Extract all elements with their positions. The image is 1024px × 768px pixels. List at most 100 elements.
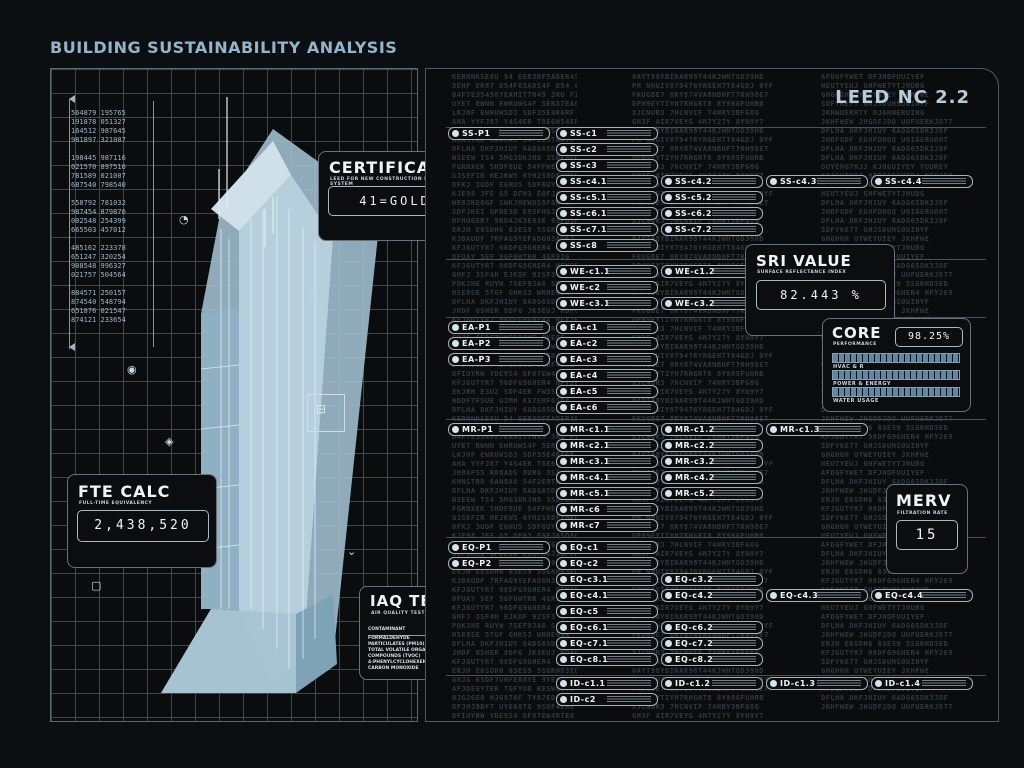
credit-pill[interactable]: EA-c3 bbox=[556, 353, 658, 366]
credit-pill[interactable]: EA-c5 bbox=[556, 385, 658, 398]
credit-pill[interactable]: SS-P1 bbox=[448, 127, 550, 140]
credit-pill[interactable]: EQ-c3.2 bbox=[661, 573, 763, 586]
credit-pill[interactable]: SS-c5.1 bbox=[556, 191, 658, 204]
credit-description-lines bbox=[712, 194, 756, 201]
credit-pill[interactable]: EQ-c2 bbox=[556, 557, 658, 570]
credit-description-lines bbox=[607, 490, 651, 497]
core-subtitle: PERFORMANCE bbox=[833, 342, 877, 347]
status-dot-icon bbox=[452, 544, 459, 551]
credit-pill[interactable]: EQ-c7.1 bbox=[556, 637, 658, 650]
credit-code: EA-c1 bbox=[570, 323, 598, 332]
credit-pill[interactable]: EQ-c8.2 bbox=[661, 653, 763, 666]
credit-pill[interactable]: EA-P3 bbox=[448, 353, 550, 366]
credit-pill[interactable]: MR-c5.2 bbox=[661, 487, 763, 500]
credit-pill[interactable]: EQ-c6.1 bbox=[556, 621, 658, 634]
chevron-down-icon: ⌄ bbox=[347, 545, 357, 558]
credit-pill[interactable]: EQ-c8.1 bbox=[556, 653, 658, 666]
credit-pill[interactable]: SS-c2 bbox=[556, 143, 658, 156]
credit-pill[interactable]: MR-c6 bbox=[556, 503, 658, 516]
credit-pill[interactable]: EQ-c3.1 bbox=[556, 573, 658, 586]
credit-pill[interactable]: EQ-c4.2 bbox=[661, 589, 763, 602]
credit-pill[interactable]: SS-c6.2 bbox=[661, 207, 763, 220]
credit-pill[interactable]: ID-c1.1 bbox=[556, 677, 658, 690]
credit-pill[interactable]: SS-c4.2 bbox=[661, 175, 763, 188]
credit-pill[interactable]: MR-P1 bbox=[448, 423, 550, 436]
credit-pill[interactable]: SS-c5.2 bbox=[661, 191, 763, 204]
credit-pill[interactable]: EQ-c1 bbox=[556, 541, 658, 554]
credit-pill[interactable]: MR-c3.1 bbox=[556, 455, 658, 468]
status-dot-icon bbox=[560, 268, 567, 275]
credit-pill[interactable]: WE-c3.1 bbox=[556, 297, 658, 310]
status-dot-icon bbox=[560, 522, 567, 529]
credit-code: EA-P1 bbox=[462, 323, 491, 332]
credit-pill[interactable]: EQ-c6.2 bbox=[661, 621, 763, 634]
credit-pill[interactable]: ID-c2 bbox=[556, 693, 658, 706]
credit-description-lines bbox=[499, 324, 543, 331]
sri-value: 82.443 % bbox=[756, 280, 886, 310]
credit-pill[interactable]: ID-c1.2 bbox=[661, 677, 763, 690]
credit-description-lines bbox=[607, 162, 651, 169]
credit-code: SS-P1 bbox=[462, 129, 491, 138]
credit-pill[interactable]: WE-c1.1 bbox=[556, 265, 658, 278]
credit-pill[interactable]: EA-P1 bbox=[448, 321, 550, 334]
credit-description-lines bbox=[712, 640, 756, 647]
credit-pill[interactable]: MR-c2.1 bbox=[556, 439, 658, 452]
divider bbox=[446, 419, 986, 420]
credit-pill[interactable]: EA-c2 bbox=[556, 337, 658, 350]
credit-pill[interactable]: SS-c4.1 bbox=[556, 175, 658, 188]
credit-pill[interactable]: EA-c1 bbox=[556, 321, 658, 334]
credit-pill[interactable]: EQ-c4.1 bbox=[556, 589, 658, 602]
credit-description-lines bbox=[607, 210, 651, 217]
credit-pill[interactable]: SS-c7.2 bbox=[661, 223, 763, 236]
credit-pill[interactable]: EA-P2 bbox=[448, 337, 550, 350]
credit-pill[interactable]: MR-c1.3 bbox=[766, 423, 868, 436]
merv-title: MERV bbox=[896, 491, 952, 510]
credit-pill[interactable]: EA-c6 bbox=[556, 401, 658, 414]
credit-code: MR-c1.1 bbox=[570, 425, 610, 434]
credit-pill[interactable]: MR-c5.1 bbox=[556, 487, 658, 500]
credit-pill[interactable]: SS-c4.4 bbox=[871, 175, 973, 188]
credit-pill[interactable]: SS-c8 bbox=[556, 239, 658, 252]
divider bbox=[446, 259, 986, 260]
credit-pill[interactable]: EQ-P1 bbox=[448, 541, 550, 554]
credit-pill[interactable]: SS-c1 bbox=[556, 127, 658, 140]
credit-pill[interactable]: SS-c7.1 bbox=[556, 223, 658, 236]
credit-description-lines bbox=[712, 268, 756, 275]
credit-pill[interactable]: MR-c3.2 bbox=[661, 455, 763, 468]
credit-pill[interactable]: MR-c4.1 bbox=[556, 471, 658, 484]
credit-pill[interactable]: MR-c7 bbox=[556, 519, 658, 532]
credit-pill[interactable]: SS-c3 bbox=[556, 159, 658, 172]
credit-pill[interactable]: MR-c4.2 bbox=[661, 471, 763, 484]
status-dot-icon bbox=[560, 576, 567, 583]
credit-pill[interactable]: ID-c1.4 bbox=[871, 677, 973, 690]
credit-pill[interactable]: EQ-c4.3 bbox=[766, 589, 868, 602]
status-dot-icon bbox=[560, 388, 567, 395]
credit-pill[interactable]: EQ-P2 bbox=[448, 557, 550, 570]
credit-pill[interactable]: MR-c2.2 bbox=[661, 439, 763, 452]
credit-pill[interactable]: MR-c1.2 bbox=[661, 423, 763, 436]
credit-pill[interactable]: MR-c1.1 bbox=[556, 423, 658, 436]
credit-pill[interactable]: SS-c4.3 bbox=[766, 175, 868, 188]
credit-pill[interactable]: EA-c4 bbox=[556, 369, 658, 382]
fte-subtitle: FULL-TIME EQUIVALENCY bbox=[79, 501, 153, 506]
credit-pill[interactable]: ID-c1.3 bbox=[766, 677, 868, 690]
credit-pill[interactable]: WE-c1.2 bbox=[661, 265, 763, 278]
credit-code: ID-c1.4 bbox=[885, 679, 921, 688]
credit-description-lines bbox=[922, 592, 966, 599]
credit-code: ID-c2 bbox=[570, 695, 596, 704]
credit-pill[interactable]: WE-c2 bbox=[556, 281, 658, 294]
credit-pill[interactable]: EQ-c7.2 bbox=[661, 637, 763, 650]
credit-description-lines bbox=[607, 284, 651, 291]
fte-window: FTE CALC FULL-TIME EQUIVALENCY 2,438,520 bbox=[67, 474, 217, 568]
merv-subtitle: FILTRATION RATE bbox=[897, 511, 948, 516]
credit-description-lines bbox=[712, 474, 756, 481]
divider bbox=[446, 675, 986, 676]
credit-pill[interactable]: WE-c3.2 bbox=[661, 297, 763, 310]
credit-pill[interactable]: SS-c6.1 bbox=[556, 207, 658, 220]
credit-description-lines bbox=[607, 300, 651, 307]
credit-code: SS-c4.3 bbox=[780, 177, 817, 186]
status-dot-icon bbox=[560, 696, 567, 703]
credit-pill[interactable]: EQ-c4.4 bbox=[871, 589, 973, 602]
credit-pill[interactable]: EQ-c5 bbox=[556, 605, 658, 618]
status-dot-icon bbox=[770, 680, 777, 687]
